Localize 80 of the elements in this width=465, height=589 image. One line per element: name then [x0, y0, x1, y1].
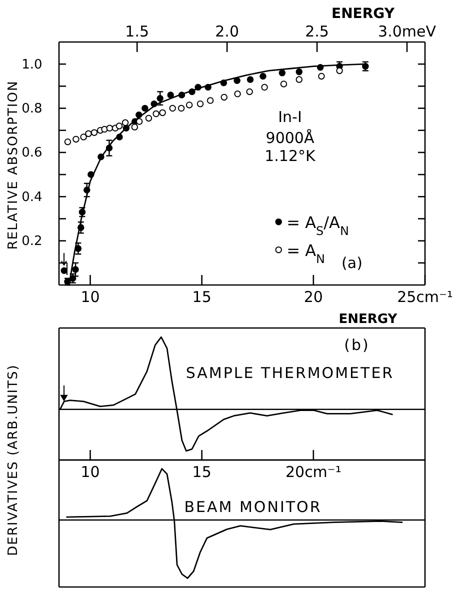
point [159, 109, 166, 116]
point [234, 77, 240, 84]
point [280, 80, 288, 88]
point [106, 144, 113, 152]
point [169, 104, 176, 112]
point [318, 72, 325, 80]
x2-tick-label: 1.5 [125, 22, 150, 41]
point [84, 186, 90, 194]
x2-tick-label: 2.0 [215, 22, 239, 41]
point [72, 136, 80, 143]
point [85, 130, 92, 138]
point [220, 79, 228, 86]
y-tick-label: 1.0 [22, 57, 42, 72]
annotation: BEAM MONITOR [184, 498, 322, 516]
x-tick-label: 20 [304, 288, 323, 306]
point [122, 124, 130, 132]
point [78, 208, 86, 216]
point [316, 64, 324, 71]
point [246, 88, 253, 96]
point [136, 112, 142, 118]
point [145, 114, 152, 122]
point [336, 67, 343, 74]
point [150, 100, 158, 108]
x-tick-label: 15 [192, 463, 212, 481]
y-tick-label: 0.2 [22, 234, 42, 249]
annotation: SAMPLE THERMOMETER [186, 364, 394, 382]
y-tick-label: 0.4 [22, 190, 42, 205]
x2-axis-title: ENERGY [332, 6, 396, 22]
point [178, 104, 185, 112]
point [122, 119, 129, 126]
annotation: In-I [278, 108, 302, 126]
point [296, 68, 303, 76]
point [90, 129, 98, 136]
point [188, 88, 196, 96]
y-axis-title: DERIVATIVES (ARB.UNITS) [6, 364, 21, 556]
point [196, 100, 204, 108]
point [204, 84, 212, 91]
point [278, 70, 286, 76]
point [131, 124, 138, 130]
x-tick-label: 15 [192, 288, 212, 306]
point [152, 110, 160, 118]
point [167, 92, 174, 98]
point [156, 94, 164, 102]
x-axis-title: ENERGY [338, 312, 398, 327]
annotation: (a) [342, 254, 362, 272]
point [220, 94, 228, 101]
point [88, 171, 94, 178]
x-tick-label: 10 [80, 463, 100, 481]
point [116, 122, 123, 130]
point [80, 134, 87, 140]
x-tick-label: 25cm⁻¹ [397, 288, 453, 306]
point [64, 138, 72, 146]
point [194, 84, 202, 91]
point [77, 224, 84, 231]
point [261, 84, 268, 91]
point [74, 245, 82, 252]
point [178, 92, 186, 98]
annotation: 1.12°K [264, 147, 317, 165]
x2-tick-label: 2.5 [305, 22, 329, 41]
legend-label: = A$_{N}$ [286, 240, 326, 266]
y-tick-label: 0.8 [22, 101, 42, 116]
x2-tick-label: 3.0meV [378, 22, 437, 41]
point [116, 134, 123, 140]
x-tick-label: 20cm⁻¹ [285, 463, 342, 481]
point [296, 76, 303, 83]
annotation: 9000Å [266, 129, 315, 147]
y-tick-label: 0.6 [22, 146, 42, 161]
point [98, 154, 104, 160]
point [186, 102, 193, 108]
point [260, 72, 266, 80]
x-tick-label: 10 [80, 288, 100, 306]
point [234, 90, 241, 98]
point [246, 76, 254, 83]
point [106, 124, 114, 132]
point [206, 97, 214, 104]
point [142, 104, 148, 112]
y-axis-title: RELATIVE ABSORPTION [6, 80, 21, 250]
point [72, 266, 79, 273]
legend-label: = A$_{S}$/A$_{N}$ [286, 212, 349, 238]
annotation: (b) [344, 336, 370, 354]
